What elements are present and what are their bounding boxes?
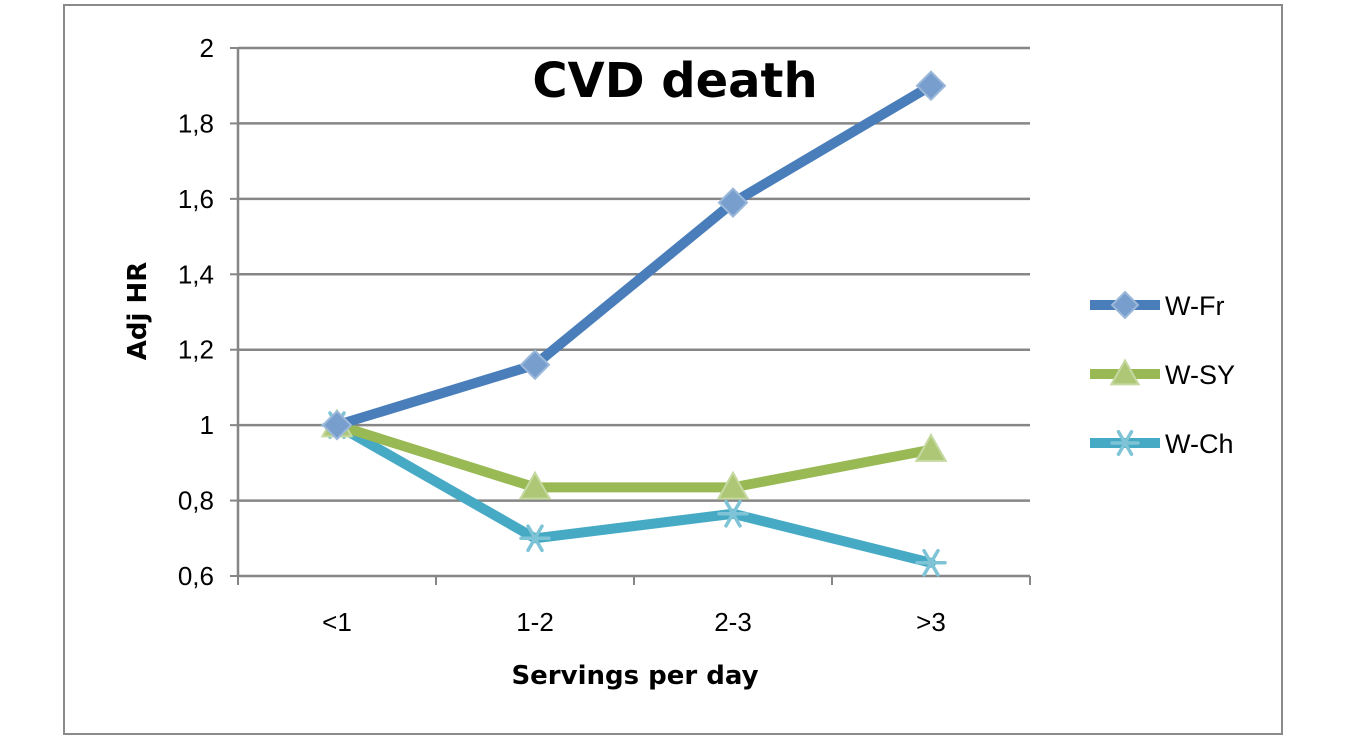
data-point	[519, 349, 551, 381]
y-tick-label: 1,2	[178, 335, 214, 365]
data-point	[518, 470, 552, 500]
series-w-ch	[321, 411, 947, 577]
legend: W-Fr W-SY W-Ch	[1090, 290, 1235, 459]
x-tick-label: 1-2	[516, 607, 554, 637]
chart-frame	[63, 4, 1283, 735]
data-point	[914, 432, 948, 462]
y-tick-label: 2	[200, 33, 214, 63]
x-axis-title: Servings per day	[511, 661, 758, 691]
series-line	[332, 80, 936, 431]
legend-label: W-Ch	[1165, 429, 1234, 459]
y-tick-label: 0,6	[178, 561, 214, 591]
x-tick-label: >3	[916, 607, 946, 637]
data-point	[1110, 429, 1140, 457]
gridlines	[238, 46, 1030, 502]
data-point	[716, 470, 750, 500]
data-point	[717, 187, 749, 219]
legend-entry: W-SY	[1090, 358, 1235, 390]
data-point	[1109, 358, 1141, 386]
chart-title: CVD death	[532, 53, 817, 109]
series-line	[332, 420, 936, 568]
axes	[230, 47, 1031, 585]
legend-entry: W-Ch	[1090, 429, 1234, 459]
series	[320, 70, 948, 577]
tick-labels: 0,6 0,8 1 1,2 1,4 1,6 1,8 2 <1 1-2 2-3 >3	[178, 33, 946, 637]
x-tick-label: <1	[322, 607, 352, 637]
y-tick-label: 1,4	[178, 259, 214, 289]
data-point	[717, 499, 749, 528]
y-axis-title: Adj HR	[123, 262, 153, 360]
y-tick-label: 1,8	[178, 108, 214, 138]
legend-label: W-Fr	[1165, 291, 1224, 321]
series-w-sy	[320, 408, 948, 500]
y-tick-label: 0,8	[178, 486, 214, 516]
data-point	[519, 524, 551, 553]
x-tick-label: 2-3	[714, 607, 752, 637]
y-tick-label: 1	[200, 410, 214, 440]
series-line	[332, 420, 936, 493]
y-tick-label: 1,6	[178, 184, 214, 214]
data-point	[915, 548, 947, 577]
series-w-fr	[321, 70, 947, 441]
data-point	[1110, 290, 1140, 320]
data-point	[915, 70, 947, 102]
legend-label: W-SY	[1165, 360, 1235, 390]
data-point	[321, 409, 353, 441]
legend-entry: W-Fr	[1090, 290, 1224, 321]
